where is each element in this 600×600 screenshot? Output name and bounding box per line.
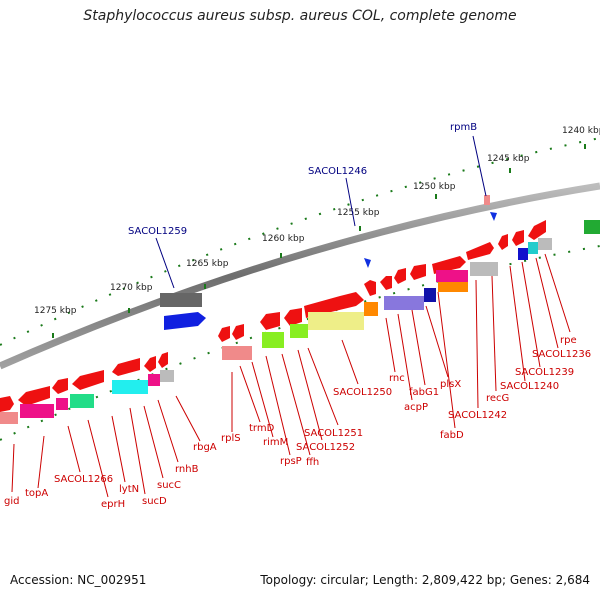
gene-label: ffh [306, 457, 319, 468]
gene-row-red [0, 220, 546, 412]
outer-features [160, 195, 497, 330]
gene-labels: rpe SACOL1236 SACOL1239 SACOL1240 recG S… [4, 335, 591, 510]
gene-label: SACOL1250 [333, 387, 392, 398]
blue-labels: rpmB SACOL1246 SACOL1259 [128, 122, 477, 237]
gene-label-rpmB: rpmB [450, 122, 477, 133]
map-title: Staphylococcus aureus subsp. aureus COL,… [83, 8, 517, 24]
scale-label: 1275 kbp [34, 306, 77, 316]
scale-ticks [0, 137, 600, 346]
feature-blue-marker [364, 258, 371, 268]
gene-label: rplS [221, 433, 241, 444]
gene-label: rpsP [280, 456, 302, 467]
gene-label-SACOL1259: SACOL1259 [128, 226, 187, 237]
gene-label: SACOL1252 [296, 442, 355, 453]
gene-label: fabD [440, 430, 464, 441]
scale-label: 1240 kbp [562, 126, 600, 136]
scale-label: 1265 kbp [186, 259, 229, 269]
scale-labels: 1240 kbp 1245 kbp 1250 kbp 1255 kbp 1260… [34, 126, 600, 316]
gene-label: recG [486, 393, 509, 404]
feature-gray [160, 293, 202, 307]
gene-label: acpP [404, 402, 428, 413]
gene-label: eprH [101, 499, 125, 510]
gene-label: sucD [142, 496, 167, 507]
scale-label: 1260 kbp [262, 234, 305, 244]
gene-label: gid [4, 496, 19, 507]
feature-blue-arrow [164, 312, 206, 330]
genome-stats-text: Topology: circular; Length: 2,809,422 bp… [260, 573, 590, 587]
gene-label: sucC [157, 480, 181, 491]
feature-blue-marker [490, 212, 497, 221]
gene-label: rpe [560, 335, 577, 346]
gene-label: trmD [249, 423, 275, 434]
gene-label: topA [25, 488, 48, 499]
gene-label: SACOL1239 [515, 367, 574, 378]
gene-label: SACOL1240 [500, 381, 559, 392]
label-lines [11, 135, 571, 498]
genome-backbone [0, 182, 600, 370]
feature-pink [484, 195, 490, 205]
gene-label: SACOL1236 [532, 349, 591, 360]
gene-label: SACOL1242 [448, 410, 507, 421]
gene-label: SACOL1251 [304, 428, 363, 439]
scale-label: 1245 kbp [487, 154, 530, 164]
accession-text: Accession: NC_002951 [10, 573, 147, 587]
gene-label-SACOL1246: SACOL1246 [308, 166, 367, 177]
gene-label: fabG1 [409, 387, 439, 398]
inner-dotted-line [0, 245, 600, 441]
scale-label: 1250 kbp [413, 182, 456, 192]
gene-label: lytN [119, 484, 139, 495]
gene-label: plsX [440, 379, 461, 390]
scale-label: 1255 kbp [337, 208, 380, 218]
gene-label: rnc [389, 373, 405, 384]
gene-row-colored [0, 220, 600, 424]
scale-label: 1270 kbp [110, 283, 153, 293]
gene-label: rnhB [175, 464, 199, 475]
gene-label: rimM [263, 437, 288, 448]
gene-label: rbgA [193, 442, 217, 453]
gene-label: SACOL1266 [54, 474, 113, 485]
